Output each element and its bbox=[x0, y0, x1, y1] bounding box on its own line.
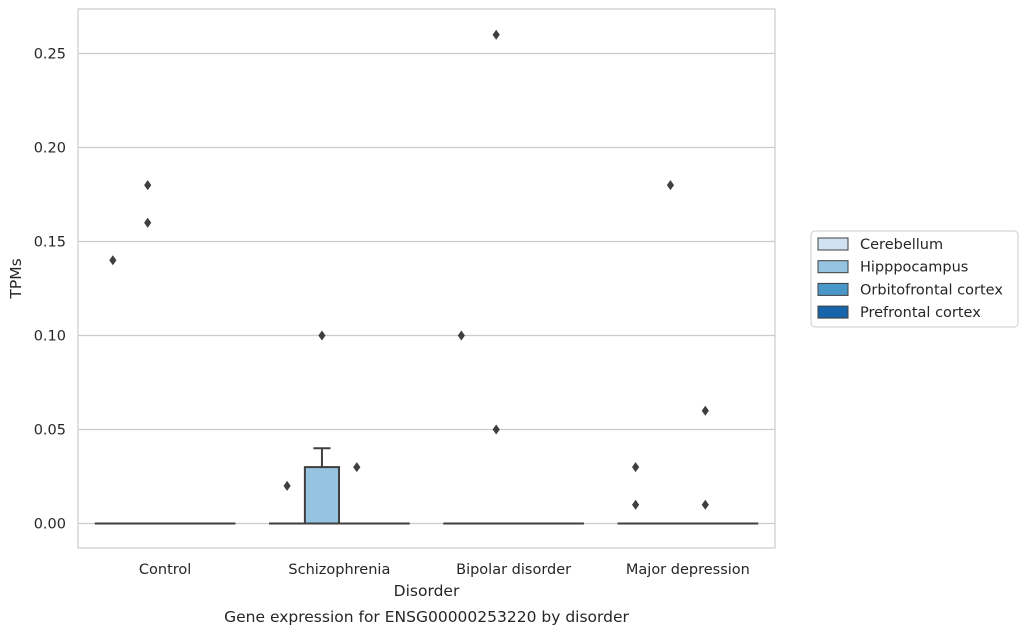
outlier-point bbox=[632, 499, 640, 510]
y-tick-label: 0.10 bbox=[34, 329, 66, 345]
box-plot-series bbox=[94, 29, 759, 525]
outlier-point bbox=[457, 330, 465, 341]
x-tick-labels: Control Schizophrenia Bipolar disorder Majo… bbox=[139, 562, 750, 578]
y-tick-labels: 0.00 0.05 0.10 0.15 0.20 0.25 bbox=[34, 47, 66, 533]
outlier-point bbox=[144, 217, 152, 228]
outlier-point bbox=[701, 499, 709, 510]
outlier-point bbox=[492, 424, 500, 435]
legend-label: Prefrontal cortex bbox=[860, 305, 981, 321]
x-tick-label: Control bbox=[139, 562, 191, 578]
legend-swatch bbox=[817, 305, 849, 319]
outlier-point bbox=[144, 180, 152, 191]
x-axis-label: Disorder bbox=[394, 582, 460, 600]
outlier-point bbox=[492, 29, 500, 40]
box-orbitofrontal-cortex bbox=[687, 405, 724, 525]
box-hipppocampus bbox=[129, 180, 166, 525]
box-body bbox=[303, 466, 341, 525]
legend: Cerebellum Hipppocampus Orbitofrontal cort… bbox=[810, 230, 1019, 328]
outlier-point bbox=[701, 405, 709, 416]
y-tick-label: 0.00 bbox=[34, 517, 66, 533]
gridlines bbox=[78, 52, 775, 525]
box-hipppocampus bbox=[652, 180, 689, 525]
box-hipppocampus bbox=[303, 330, 341, 525]
legend-frame bbox=[810, 230, 1019, 328]
plot-frame bbox=[77, 8, 776, 549]
y-tick-label: 0.20 bbox=[34, 141, 66, 157]
box-cerebellum bbox=[269, 480, 306, 525]
outlier-point bbox=[283, 480, 291, 491]
box-hipppocampus bbox=[478, 29, 515, 525]
x-tick-label: Schizophrenia bbox=[288, 562, 390, 578]
outlier-point bbox=[666, 180, 675, 191]
y-tick-label: 0.15 bbox=[34, 235, 66, 251]
box-cerebellum bbox=[617, 462, 654, 525]
x-tick-label: Bipolar disorder bbox=[456, 562, 571, 578]
legend-label: Hipppocampus bbox=[860, 260, 968, 276]
legend-label: Orbitofrontal cortex bbox=[860, 282, 1003, 298]
chart-caption: Gene expression for ENSG00000253220 by d… bbox=[224, 608, 629, 626]
legend-swatch bbox=[817, 237, 849, 251]
outlier-point bbox=[632, 462, 640, 473]
y-tick-label: 0.25 bbox=[34, 47, 66, 63]
x-tick-label: Major depression bbox=[626, 562, 750, 578]
outlier-point bbox=[353, 462, 361, 473]
outlier-point bbox=[318, 330, 326, 341]
outlier-point bbox=[109, 255, 117, 266]
legend-label: Cerebellum bbox=[860, 237, 943, 253]
legend-swatch bbox=[817, 282, 849, 296]
legend-swatch bbox=[817, 260, 849, 274]
box-cerebellum bbox=[94, 255, 131, 525]
box-orbitofrontal-cortex bbox=[338, 462, 375, 525]
y-axis-label: TPMs bbox=[7, 258, 25, 299]
y-tick-label: 0.05 bbox=[34, 423, 66, 439]
box-cerebellum bbox=[443, 330, 480, 525]
